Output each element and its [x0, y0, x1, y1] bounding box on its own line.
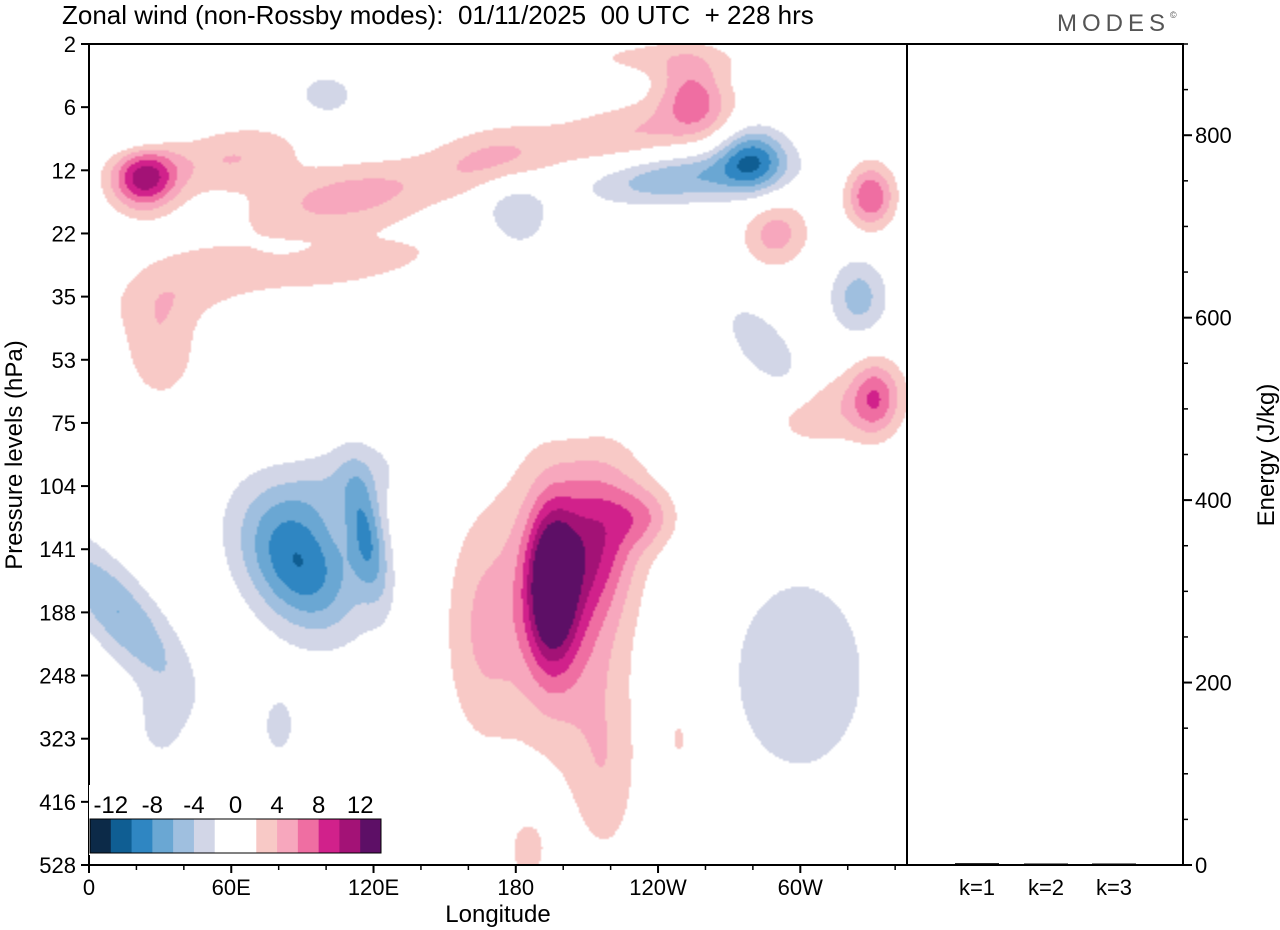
pressure-axis: 2 6 12 22 35 53 75 104 141 188 248 323 416 528: [39, 32, 89, 878]
brand-mark: ©: [1170, 10, 1177, 20]
energy-tick-label: 0: [1195, 853, 1207, 878]
y-tick-label: 141: [39, 537, 76, 562]
bar-category-label: k=2: [1028, 875, 1064, 900]
energy-bar: [1024, 863, 1068, 865]
colorbar-swatch: [318, 819, 340, 853]
y-tick-label: 248: [39, 664, 76, 689]
y-axis-title: Pressure levels (hPa): [1, 340, 28, 569]
x-tick-label: 120E: [348, 875, 399, 900]
colorbar-swatch: [297, 819, 320, 853]
energy-tick-label: 200: [1195, 671, 1232, 696]
colorbar-swatch: [214, 819, 236, 853]
brand-text: MODES: [1057, 10, 1171, 37]
energy-axis: 0 200 400 600 800: [1183, 43, 1232, 878]
colorbar-swatch: [193, 819, 216, 853]
y-tick-label: 528: [39, 853, 76, 878]
wind-field-heatmap: [89, 44, 907, 865]
y-tick-label: 75: [52, 411, 76, 436]
chart-title: Zonal wind (non-Rossby modes): 01/11/202…: [62, 0, 814, 30]
y-tick-label: 416: [39, 790, 76, 815]
y-tick-label: 188: [39, 600, 76, 625]
longitude-axis: 0 60E 120E 180 120W 60W: [83, 865, 896, 900]
colorbar-label: -12: [93, 792, 128, 819]
colorbar-label: 12: [347, 792, 374, 819]
x-tick-label: 60E: [212, 875, 251, 900]
colorbar-swatch: [256, 819, 278, 853]
y-tick-label: 323: [39, 727, 76, 752]
colorbar: -12 -8 -4 0 4 8 12: [89, 785, 382, 855]
y-tick-label: 2: [64, 32, 76, 57]
energy-bar: [955, 863, 999, 865]
y-tick-label: 104: [39, 474, 76, 499]
y-tick-label: 6: [64, 95, 76, 120]
y-tick-label: 22: [52, 221, 76, 246]
colorbar-swatch: [360, 819, 382, 853]
x-tick-label: 0: [83, 875, 95, 900]
colorbar-swatch: [173, 819, 195, 853]
bar-category-label: k=1: [959, 875, 995, 900]
x-axis-title: Longitude: [445, 901, 550, 928]
colorbar-label: 8: [312, 792, 325, 819]
colorbar-swatch: [235, 819, 257, 853]
modes-logo: MODES©: [1057, 10, 1177, 38]
energy-tick-label: 600: [1195, 306, 1232, 331]
bar-category-label: k=3: [1096, 875, 1132, 900]
colorbar-label: -8: [142, 792, 163, 819]
energy-tick-label: 400: [1195, 488, 1232, 513]
energy-plot-frame: [906, 43, 1184, 866]
y-tick-label: 53: [52, 348, 76, 373]
colorbar-swatch: [339, 819, 361, 853]
energy-tick-label: 800: [1195, 123, 1232, 148]
y-tick-label: 35: [52, 285, 76, 310]
x-tick-label: 180: [497, 875, 534, 900]
colorbar-swatch: [152, 819, 174, 853]
energy-bar: [1092, 863, 1136, 865]
colorbar-swatch: [110, 819, 133, 853]
colorbar-label: 0: [229, 792, 242, 819]
x-tick-label: 120W: [629, 875, 687, 900]
colorbar-swatch: [131, 819, 153, 853]
colorbar-frame: [89, 818, 382, 854]
energy-bars: k=1 k=2 k=3: [955, 863, 1136, 900]
y-tick-label: 12: [52, 158, 76, 183]
colorbar-swatch: [90, 819, 112, 853]
colorbar-label: 4: [270, 792, 283, 819]
colorbar-swatch: [277, 819, 299, 853]
energy-axis-title: Energy (J/kg): [1253, 384, 1280, 527]
x-tick-label: 60W: [778, 875, 823, 900]
colorbar-label: -4: [183, 792, 204, 819]
